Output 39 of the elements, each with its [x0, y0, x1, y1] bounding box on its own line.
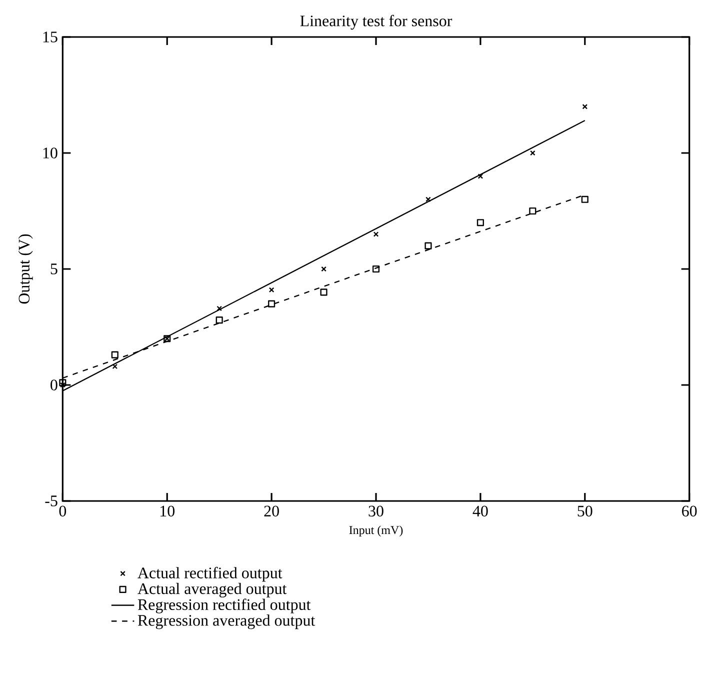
point	[268, 287, 274, 293]
point	[478, 174, 484, 179]
point	[530, 150, 536, 156]
point	[60, 382, 66, 388]
legend-label: Regression averaged output	[138, 614, 316, 630]
y-tick-label: 5	[50, 264, 58, 274]
point	[268, 300, 276, 308]
point	[426, 196, 431, 202]
x-tick-label: 60	[682, 506, 697, 516]
point	[581, 196, 588, 203]
chart-title: Linearity test for sensor	[300, 14, 452, 30]
point	[529, 207, 536, 215]
y-tick-label: 15	[43, 32, 58, 42]
legend-label: Actual rectified output	[138, 566, 282, 582]
x-tick-label: 10	[160, 506, 174, 516]
point	[59, 379, 66, 386]
point	[373, 232, 379, 237]
point	[582, 104, 588, 110]
point	[372, 265, 380, 273]
y-axis-title: Output (V)	[18, 234, 33, 304]
legend-label: Actual averaged output	[138, 582, 287, 598]
point	[216, 316, 223, 324]
x-tick-label: 50	[578, 506, 592, 516]
y-tick-label: -5	[45, 496, 58, 506]
x-tick-label: 30	[368, 506, 384, 516]
point	[112, 364, 118, 370]
point	[424, 242, 432, 250]
y-tick-label: 0	[50, 380, 58, 390]
x-tick-label: 20	[264, 506, 279, 516]
x-axis-title: Input (mV)	[349, 526, 403, 537]
point	[321, 266, 326, 272]
point	[111, 351, 118, 358]
point	[320, 288, 328, 296]
x-tick-label: 0	[59, 506, 66, 516]
point	[216, 306, 222, 312]
y-tick-label: 10	[43, 148, 58, 158]
x-tick-label: 40	[472, 506, 488, 516]
legend-label: Regression rectified output	[138, 598, 311, 614]
point	[476, 219, 484, 226]
